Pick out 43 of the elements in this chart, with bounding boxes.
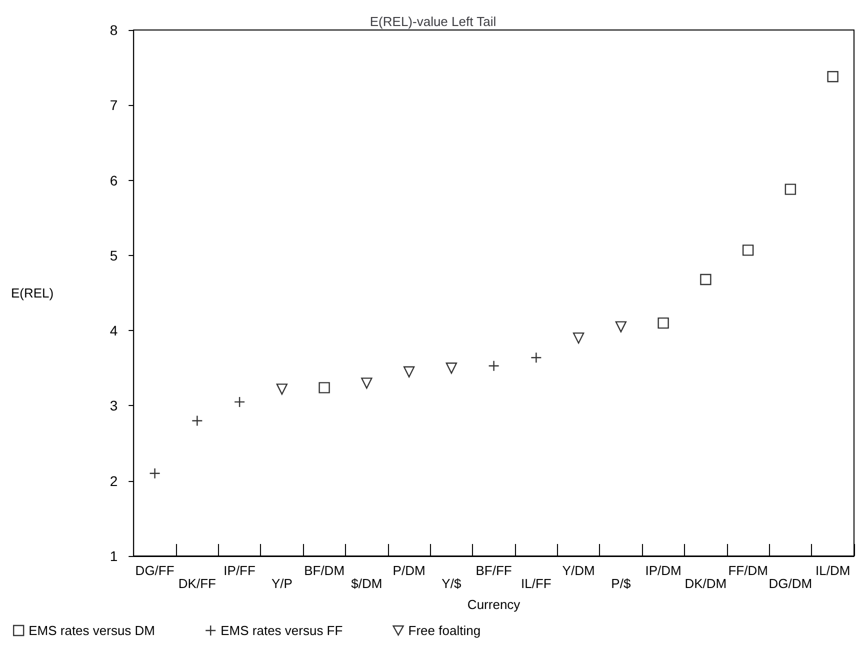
x-tick-label: FF/DM — [728, 563, 768, 578]
x-tick-label: $/DM — [351, 576, 382, 591]
point — [784, 184, 796, 195]
x-tick-label: DG/FF — [135, 563, 174, 578]
x-tick-label: BF/DM — [304, 563, 345, 578]
point — [403, 366, 415, 378]
point — [446, 362, 458, 374]
point — [827, 70, 838, 82]
y-tick-label: 1 — [110, 548, 118, 564]
y-axis-title: E(REL) — [10, 286, 54, 300]
x-tick-label: Y/DM — [562, 563, 595, 578]
point — [700, 274, 712, 286]
x-tick-label: DK/DM — [684, 576, 727, 591]
y-tick-label: 2 — [110, 472, 118, 489]
point — [742, 244, 754, 256]
y-tick-label: 3 — [110, 398, 118, 414]
x-tick-label: IP/DM — [645, 563, 682, 578]
x-tick-label: DK/FF — [178, 576, 216, 591]
y-tick-label: 7 — [110, 97, 118, 114]
y-tick-label: 5 — [110, 247, 118, 264]
y-tick-label: 8 — [110, 22, 118, 38]
y-tick-label: 6 — [110, 172, 118, 188]
point — [572, 332, 584, 344]
y-tick-label: 4 — [110, 322, 118, 339]
x-tick-label: BF/FF — [476, 563, 512, 578]
x-axis-title: Currency — [467, 597, 521, 612]
legend-label: EMS rates versus FF — [220, 623, 343, 638]
x-tick-label: IL/DM — [815, 563, 850, 578]
legend-label: Free foalting — [408, 623, 481, 638]
x-tick-label: Y/P — [271, 576, 292, 591]
point — [276, 384, 288, 395]
point — [361, 378, 372, 389]
x-tick-label: P/$ — [611, 576, 632, 591]
point — [658, 317, 669, 329]
x-tick-label: IP/FF — [224, 563, 256, 578]
point — [615, 321, 627, 332]
chart-title: E(REL)-value Left Tail — [370, 14, 496, 29]
x-tick-label: P/DM — [392, 563, 426, 578]
x-tick-label: Y/$ — [442, 576, 462, 591]
point — [318, 382, 330, 394]
legend-label: EMS rates versus DM — [28, 623, 156, 638]
x-tick-label: IL/FF — [521, 576, 552, 591]
x-tick-label: DG/DM — [768, 576, 812, 591]
